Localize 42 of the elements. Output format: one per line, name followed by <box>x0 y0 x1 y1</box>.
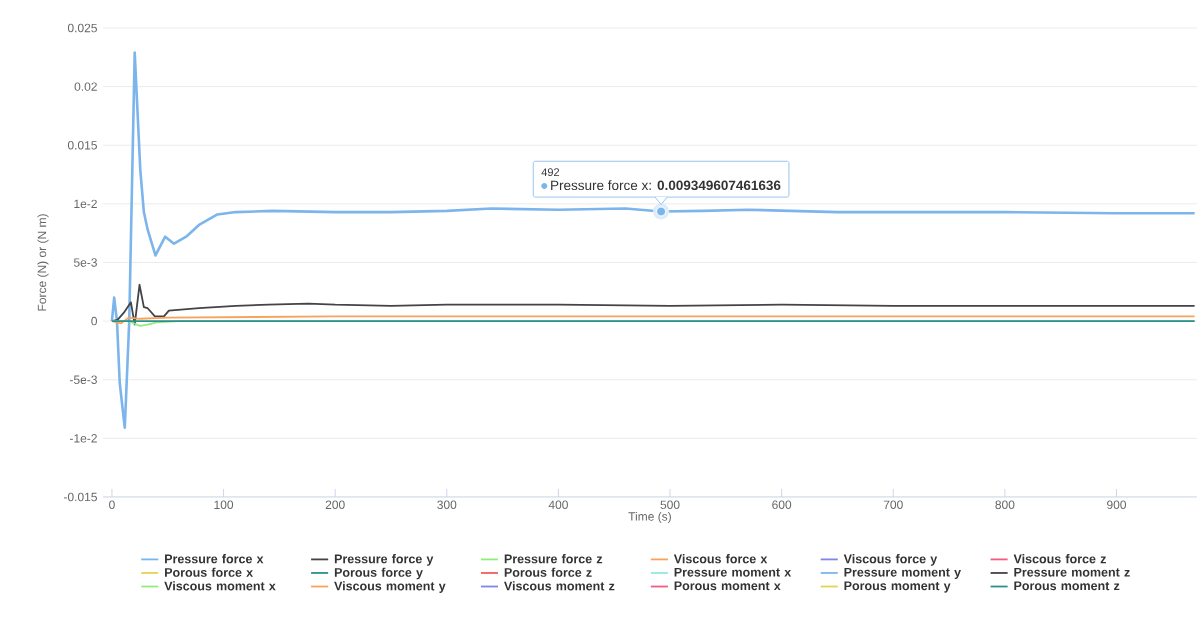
x-tick-label: 700 <box>883 500 903 510</box>
legend-label: Porous force y <box>334 567 423 580</box>
y-tick-label: 0.015 <box>67 141 97 150</box>
legend-label: Pressure force x <box>165 554 264 564</box>
legend-label: Viscous force y <box>843 554 938 566</box>
legend-label: Viscous moment z <box>504 581 615 591</box>
x-tick-label: 400 <box>548 500 568 510</box>
legend-label: Porous moment z <box>1014 581 1120 591</box>
x-tick-label: 800 <box>995 500 1015 510</box>
y-tick-label: 5e-3 <box>73 258 97 267</box>
y-tick-label: 1e-2 <box>74 199 97 209</box>
x-tick-label: 0 <box>109 500 115 510</box>
legend-label: Pressure moment z <box>1014 567 1130 577</box>
x-tick-label: 300 <box>437 500 457 510</box>
x-tick-label: 900 <box>1107 500 1127 510</box>
y-tick-label: -0.015 <box>63 492 97 502</box>
legend-label: Pressure force z <box>504 554 603 564</box>
y-tick-label: 0 <box>91 316 98 326</box>
legend-label: Porous force x <box>165 567 253 577</box>
legend-label: Viscous moment x <box>164 581 276 591</box>
legend-label: Pressure moment x <box>674 567 792 577</box>
y-tick-label: 0.02 <box>74 82 97 91</box>
legend-label: Pressure moment y <box>844 567 961 580</box>
legend-label: Viscous moment y <box>334 581 446 593</box>
legend-label: Porous moment y <box>844 581 951 593</box>
x-tick-label: 200 <box>325 500 345 510</box>
line-series <box>111 315 1196 325</box>
legend-label: Porous moment x <box>674 581 781 591</box>
legend-label: Pressure force y <box>334 554 434 566</box>
y-axis-title: Force (N) or (N m) <box>37 214 49 311</box>
legend-label: Porous force z <box>504 567 592 577</box>
x-tick-label: 100 <box>214 500 234 510</box>
x-tick-label: 500 <box>660 500 680 510</box>
y-tick-label: -1e-2 <box>70 434 97 443</box>
annotation: 492 <box>541 168 560 177</box>
annotation: Pressure force x: 0.009349607461636 <box>551 180 781 191</box>
y-tick-label: 0.025 <box>67 23 97 33</box>
legend-label: Viscous force z <box>1013 554 1106 564</box>
legend-label: Viscous force x <box>673 554 768 564</box>
x-axis-title: Time (s) <box>628 511 671 524</box>
x-tick-label: 600 <box>772 500 792 510</box>
y-tick-label: -5e-3 <box>70 375 97 384</box>
